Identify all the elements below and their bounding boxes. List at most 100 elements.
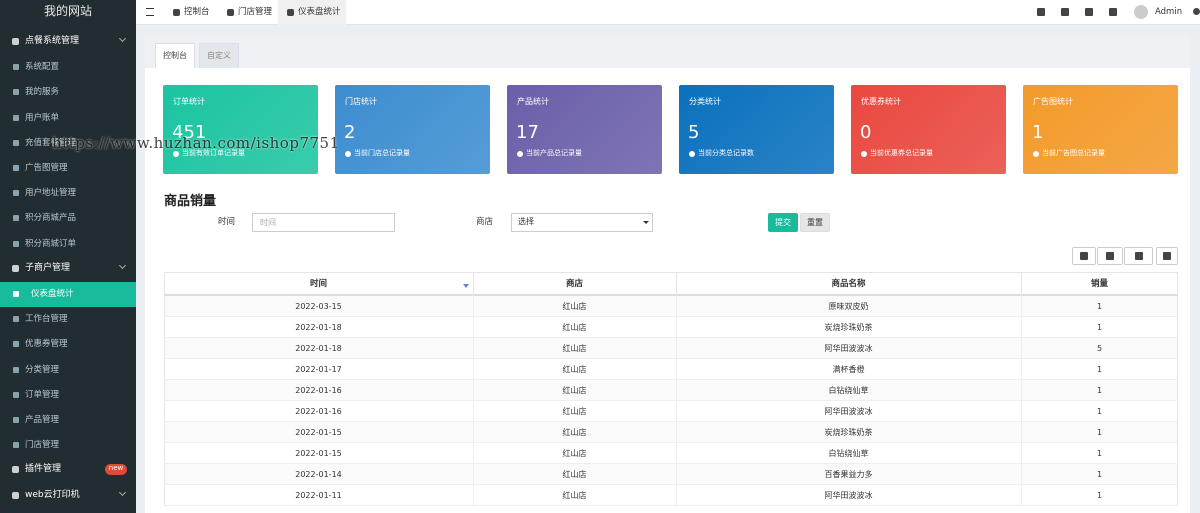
tool-icon xyxy=(1106,252,1114,260)
cell-divider xyxy=(676,443,677,464)
submenu-icon xyxy=(13,165,19,171)
submenu-item[interactable]: 分类管理 xyxy=(25,364,60,375)
reset-button[interactable] xyxy=(800,213,830,232)
sub-tab[interactable] xyxy=(155,43,195,68)
cell-divider xyxy=(1021,401,1022,422)
stat-card xyxy=(679,85,834,174)
card-note: 当前产品总记录量 xyxy=(526,149,582,157)
submenu-item[interactable]: 工作台管理 xyxy=(25,314,68,325)
submenu-icon xyxy=(13,89,19,96)
top-tab-label[interactable]: 门店管理 xyxy=(238,7,273,17)
table-cell: 百香果益力多 xyxy=(824,470,873,479)
column-header[interactable]: 时间 xyxy=(309,279,327,289)
submenu-item[interactable]: 产品管理 xyxy=(25,415,60,425)
submit-label[interactable]: 提交 xyxy=(775,218,791,227)
card-note-icon xyxy=(173,151,179,157)
table-cell: 5 xyxy=(1096,344,1103,353)
cell-divider xyxy=(1021,317,1022,338)
submit-button[interactable] xyxy=(768,213,798,232)
badge xyxy=(105,464,127,476)
table-cell: 2022-01-15 xyxy=(295,428,342,437)
watermark: https://www.huzhan.com/ishop7751 xyxy=(52,134,340,152)
table-cell: 2022-01-18 xyxy=(295,344,342,353)
sub-tab-label[interactable]: 控制台 xyxy=(163,51,187,60)
submenu-item[interactable]: 订单管理 xyxy=(25,389,60,400)
submenu-icon xyxy=(13,190,19,197)
menu-icon xyxy=(12,264,19,272)
table-cell: 原味双皮奶 xyxy=(828,302,869,311)
table-cell: 红山店 xyxy=(562,386,587,395)
sub-tab[interactable] xyxy=(199,43,239,68)
section-title: 商品销量 xyxy=(164,194,217,209)
stat-card xyxy=(163,85,318,174)
table-row xyxy=(164,422,1178,443)
settings-icon[interactable] xyxy=(1193,8,1200,15)
cell-divider xyxy=(676,464,677,485)
submenu-item[interactable]: 用户账单 xyxy=(25,112,60,123)
reset-label[interactable]: 重置 xyxy=(807,218,823,227)
table-row xyxy=(164,359,1178,380)
menu-group[interactable]: 点餐系统管理 xyxy=(25,36,80,46)
submenu-item[interactable]: 我的服务 xyxy=(25,87,60,98)
top-tab-label[interactable]: 控制台 xyxy=(184,7,210,17)
submenu-item[interactable]: 积分商城订单 xyxy=(25,238,77,249)
table-cell: 2022-01-18 xyxy=(295,323,342,332)
menu-group[interactable]: web云打印机 xyxy=(25,489,80,500)
card-value: 17 xyxy=(516,122,539,143)
table-cell: 红山店 xyxy=(562,365,587,374)
toolbar-icon[interactable] xyxy=(1037,8,1045,16)
cell-divider xyxy=(1021,296,1022,317)
toolbar-icon[interactable] xyxy=(1061,8,1069,16)
shop-select-value: 选择 xyxy=(518,217,534,226)
user-name[interactable]: Admin xyxy=(1155,7,1183,17)
cell-divider xyxy=(473,296,474,317)
submenu-icon xyxy=(13,114,19,121)
table-cell: 1 xyxy=(1096,407,1103,416)
sub-tab-label[interactable]: 自定义 xyxy=(207,51,231,60)
table-cell: 2022-01-14 xyxy=(295,470,342,479)
table-cell: 1 xyxy=(1096,491,1103,500)
submenu-icon xyxy=(13,442,19,449)
card-note-icon xyxy=(1033,151,1039,157)
submenu-item[interactable]: 优惠券管理 xyxy=(25,339,68,350)
card-note: 当前广告图总记录量 xyxy=(1042,149,1105,157)
stat-card xyxy=(1023,85,1178,174)
menu-group[interactable]: 插件管理 xyxy=(25,464,62,475)
submenu-item[interactable]: 系统配置 xyxy=(25,62,60,73)
cell-divider xyxy=(1021,464,1022,485)
cell-divider xyxy=(676,338,677,359)
shop-select[interactable] xyxy=(511,213,653,232)
cell-divider xyxy=(1021,485,1022,506)
card-title: 订单统计 xyxy=(173,97,205,106)
submenu-item[interactable]: 积分商城产品 xyxy=(25,213,77,224)
submenu-item[interactable]: 充值套餐管理 xyxy=(25,137,77,148)
avatar[interactable] xyxy=(1134,5,1148,19)
brand[interactable]: 我的网站 xyxy=(43,4,92,18)
submenu-item[interactable]: 仪表盘统计 xyxy=(31,289,74,299)
badge-text: new xyxy=(108,464,124,473)
cell-divider xyxy=(473,485,474,506)
menu-toggle[interactable] xyxy=(146,8,154,16)
form-label: 时间 xyxy=(217,217,235,227)
cell-divider xyxy=(676,485,677,506)
submenu-icon xyxy=(13,240,19,247)
submenu-item[interactable]: 用户地址管理 xyxy=(25,188,77,199)
toolbar-icon[interactable] xyxy=(1109,8,1117,16)
table-cell: 1 xyxy=(1096,386,1103,395)
column-header[interactable]: 商品名称 xyxy=(831,279,866,289)
table-cell: 红山店 xyxy=(562,428,587,437)
menu-group[interactable]: 子商户管理 xyxy=(25,262,71,273)
submenu-item[interactable]: 广告图管理 xyxy=(25,163,68,173)
card-note-icon xyxy=(861,151,867,157)
column-header[interactable]: 商店 xyxy=(565,279,583,289)
time-input[interactable] xyxy=(252,213,395,232)
column-header[interactable]: 销量 xyxy=(1090,279,1108,289)
submenu-item[interactable]: 门店管理 xyxy=(25,440,60,451)
card-title: 广告图统计 xyxy=(1033,97,1073,106)
cell-divider xyxy=(473,422,474,443)
toolbar-icon[interactable] xyxy=(1085,8,1093,16)
table-cell: 阿华田波波冰 xyxy=(824,491,873,500)
top-tab-label[interactable]: 仪表盘统计 xyxy=(298,7,341,17)
table-row xyxy=(164,464,1178,485)
